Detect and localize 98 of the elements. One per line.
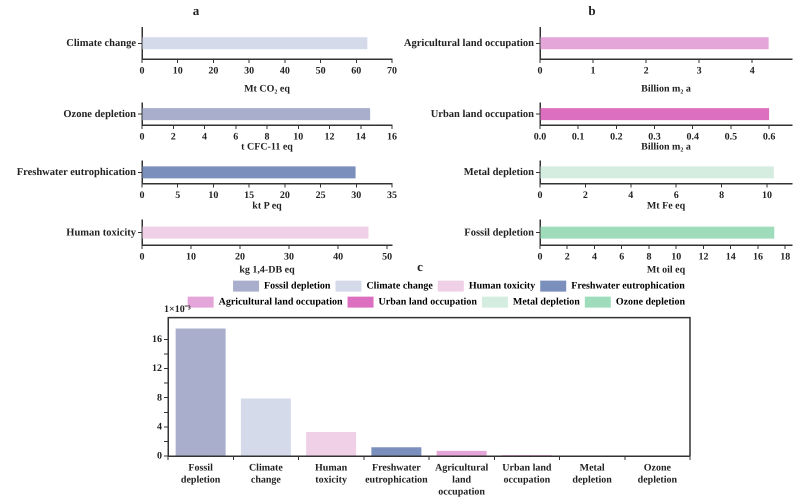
x-tick-label: 50: [316, 66, 326, 77]
y-tick-label: Climate change: [66, 38, 136, 50]
x-tick-label: Metal depletion: [572, 462, 612, 486]
x-tick-label: Urban land occupation: [502, 462, 552, 486]
x-tick-label: 0: [538, 252, 542, 263]
x-tick-label: 10: [293, 132, 304, 143]
x-tick-label: 30: [244, 66, 254, 77]
x-tick-label: Climate change: [248, 462, 284, 486]
x-tick-label: 3: [696, 66, 702, 77]
x-axis-title: Mt CO₂ eq: [244, 84, 290, 95]
x-tick-label: 16: [387, 132, 397, 143]
y-tick-label: 16: [152, 334, 162, 346]
x-tick-label: Freshwater eutrophication: [365, 462, 428, 486]
x-tick-label: 20: [208, 66, 218, 77]
y-tick-label: 4: [157, 421, 162, 432]
x-tick-label: 6: [619, 252, 624, 263]
x-tick-label: 0: [140, 66, 144, 77]
x-tick-label: 2: [582, 190, 588, 202]
x-tick-label: 0: [140, 252, 144, 263]
x-tick-label: 0: [538, 66, 542, 77]
x-tick-label: 12: [324, 132, 334, 143]
x-tick-label: 10: [671, 252, 682, 263]
x-tick-label: 40: [280, 66, 290, 77]
x-axis-title: Mt oil eq: [646, 264, 686, 276]
x-axis-title: t CFC-11 eq: [241, 142, 294, 153]
y-tick-label: Fossil depletion: [464, 227, 534, 238]
legend-label: Metal depletion: [512, 296, 580, 308]
x-tick-label: 2: [644, 66, 649, 77]
y-tick-label: Urban land occupation: [430, 108, 534, 120]
x-tick-label: 8: [719, 190, 724, 202]
legend-label: Fossil depletion: [264, 280, 331, 292]
x-tick-label: 1: [590, 66, 596, 77]
x-axis-title: kt P eq: [252, 200, 282, 212]
x-tick-label: 8: [646, 252, 652, 263]
x-tick-label: 30: [284, 252, 294, 263]
x-tick-label: 12: [698, 252, 708, 263]
y-tick-label: Agricultural land occupation: [404, 38, 534, 50]
x-tick-label: 0: [140, 132, 144, 143]
x-axis-title: Billion m₂ a: [641, 84, 691, 95]
x-tick-label: Ozone depletion: [638, 462, 678, 486]
y-tick-label: Metal depletion: [464, 167, 534, 178]
x-tick-label: 50: [382, 252, 392, 263]
legend-label: Climate change: [366, 280, 434, 292]
x-tick-label: 0.2: [610, 132, 623, 143]
x-tick-label: 0.6: [762, 132, 776, 143]
x-tick-label: 30: [351, 190, 362, 202]
x-tick-label: 20: [235, 252, 246, 263]
legend-label: Freshwater eutrophication: [571, 280, 686, 292]
x-tick-label: 10: [762, 190, 772, 202]
x-tick-label: 20: [280, 190, 290, 202]
x-tick-label: 10: [208, 190, 218, 202]
y-tick-label: Freshwater eutrophication: [16, 167, 136, 178]
x-tick-label: 4: [202, 132, 207, 143]
x-tick-label: 0.1: [572, 132, 584, 143]
x-tick-label: 35: [387, 190, 397, 202]
x-tick-label: 0: [140, 190, 144, 202]
legend-label: Agricultural land occupation: [218, 296, 343, 308]
x-tick-label: 6: [674, 190, 679, 202]
y-tick-label: 8: [157, 392, 162, 404]
x-axis-title: Mt Fe eq: [646, 200, 686, 212]
x-tick-label: 0.5: [724, 132, 738, 143]
x-tick-label: 4: [592, 252, 597, 263]
x-tick-label: Fossil depletion: [180, 462, 221, 486]
x-tick-label: 2: [564, 252, 570, 263]
x-tick-label: Human toxicity: [315, 462, 348, 486]
y-tick-label: 12: [152, 363, 162, 374]
x-tick-label: 0.3: [648, 132, 661, 143]
chart-title: c: [417, 259, 424, 274]
y-tick-label: Human toxicity: [66, 227, 137, 238]
x-tick-label: 8: [264, 132, 270, 143]
x-tick-label: 4: [628, 190, 634, 202]
x-tick-label: 25: [316, 190, 326, 202]
x-tick-label: 10: [186, 252, 196, 263]
x-tick-label: 2: [170, 132, 176, 143]
x-tick-label: 70: [387, 66, 397, 77]
x-axis-title: Billion m₂ a: [641, 142, 691, 153]
x-tick-label: 0: [538, 190, 542, 202]
x-tick-label: 0.0: [534, 132, 546, 143]
legend-label: Ozone depletion: [616, 296, 686, 308]
x-tick-label: 14: [726, 252, 736, 263]
x-tick-label: 60: [351, 66, 362, 77]
y-tick-label: 0: [157, 450, 162, 462]
y-axis-title: 1×10⁻³: [164, 304, 191, 316]
x-tick-label: 5: [175, 190, 180, 202]
x-tick-label: 10: [172, 66, 183, 77]
chart-title: b: [588, 3, 596, 18]
x-axis-title: kg 1,4-DB eq: [239, 264, 296, 276]
x-tick-label: 18: [780, 252, 790, 263]
x-tick-label: 16: [752, 252, 763, 263]
y-tick-label: Ozone depletion: [63, 108, 136, 120]
legend-label: Urban land occupation: [378, 296, 478, 308]
x-tick-label: 6: [233, 132, 238, 143]
x-tick-label: 40: [333, 252, 344, 263]
x-tick-label: 0.4: [686, 132, 699, 143]
x-tick-label: 15: [244, 190, 254, 202]
chart-title: a: [192, 3, 200, 18]
x-tick-label: 4: [750, 66, 755, 77]
x-tick-label: 14: [356, 132, 366, 143]
